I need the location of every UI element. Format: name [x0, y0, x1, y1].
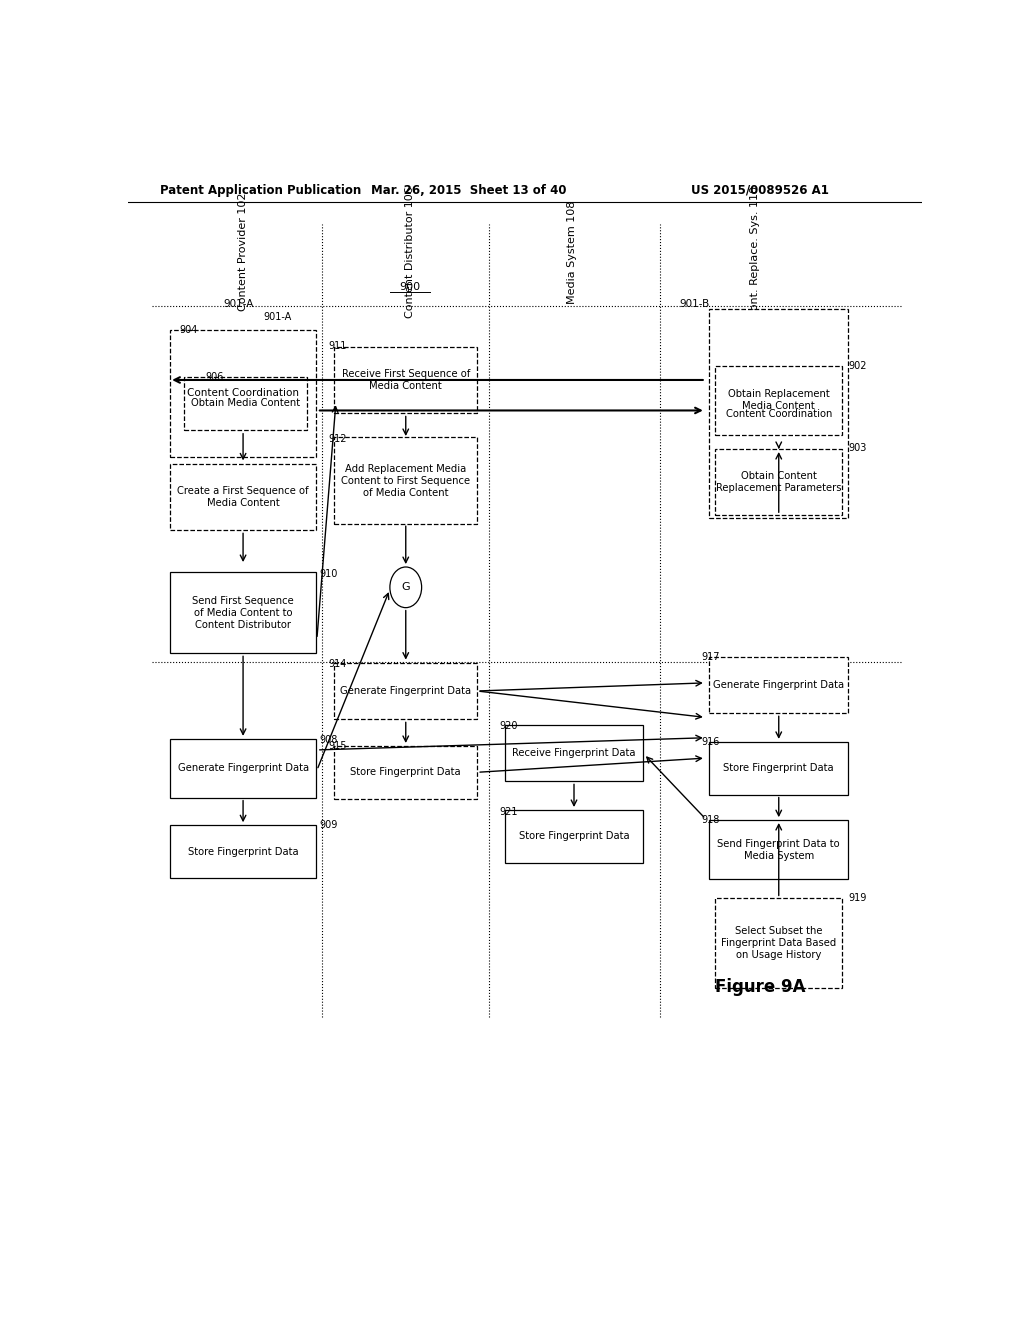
Circle shape: [390, 568, 422, 607]
Text: 903: 903: [849, 444, 867, 453]
Text: Send Fingerprint Data to
Media System: Send Fingerprint Data to Media System: [718, 838, 840, 861]
Text: Send First Sequence
of Media Content to
Content Distributor: Send First Sequence of Media Content to …: [193, 595, 294, 630]
Text: 911: 911: [329, 342, 347, 351]
Text: Store Fingerprint Data: Store Fingerprint Data: [350, 767, 461, 777]
Text: 918: 918: [701, 814, 719, 825]
Text: 909: 909: [319, 820, 338, 830]
Text: 910: 910: [319, 569, 338, 579]
Text: Media System 108: Media System 108: [567, 201, 578, 304]
Text: Content Provider 102: Content Provider 102: [238, 193, 248, 312]
Text: Add Replacement Media
Content to First Sequence
of Media Content: Add Replacement Media Content to First S…: [341, 463, 470, 498]
Text: Receive Fingerprint Data: Receive Fingerprint Data: [512, 748, 636, 758]
Text: 906: 906: [205, 372, 223, 381]
Text: Create a First Sequence of
Media Content: Create a First Sequence of Media Content: [177, 486, 309, 508]
Text: 901-A: 901-A: [223, 298, 254, 309]
Text: Obtain Replacement
Media Content: Obtain Replacement Media Content: [728, 389, 829, 412]
Text: Generate Fingerprint Data: Generate Fingerprint Data: [340, 686, 471, 696]
Text: Store Fingerprint Data: Store Fingerprint Data: [519, 832, 630, 841]
Text: 917: 917: [701, 652, 720, 663]
FancyBboxPatch shape: [505, 725, 643, 781]
Text: Receive First Sequence of
Media Content: Receive First Sequence of Media Content: [342, 370, 470, 391]
Text: Obtain Content
Replacement Parameters: Obtain Content Replacement Parameters: [716, 471, 842, 492]
Text: Content Coordination: Content Coordination: [187, 388, 299, 399]
FancyBboxPatch shape: [170, 739, 316, 797]
FancyBboxPatch shape: [710, 657, 848, 713]
Text: Mar. 26, 2015  Sheet 13 of 40: Mar. 26, 2015 Sheet 13 of 40: [372, 183, 567, 197]
Text: 901-A: 901-A: [263, 312, 291, 322]
Text: Patent Application Publication: Patent Application Publication: [160, 183, 361, 197]
Text: 902: 902: [849, 360, 867, 371]
FancyBboxPatch shape: [170, 463, 316, 529]
Text: G: G: [401, 582, 410, 593]
Text: 916: 916: [701, 737, 719, 747]
FancyBboxPatch shape: [710, 820, 848, 879]
Text: Store Fingerprint Data: Store Fingerprint Data: [187, 846, 298, 857]
Text: Select Subset the
Fingerprint Data Based
on Usage History: Select Subset the Fingerprint Data Based…: [721, 927, 837, 960]
FancyBboxPatch shape: [715, 366, 842, 434]
Text: 900: 900: [399, 282, 420, 293]
Text: 904: 904: [179, 325, 198, 335]
FancyBboxPatch shape: [170, 330, 316, 457]
Text: Generate Fingerprint Data: Generate Fingerprint Data: [713, 680, 845, 690]
Text: 921: 921: [500, 807, 518, 817]
Text: 901-B: 901-B: [680, 298, 710, 309]
Text: Generate Fingerprint Data: Generate Fingerprint Data: [177, 763, 308, 774]
FancyBboxPatch shape: [170, 572, 316, 653]
Text: 920: 920: [500, 721, 518, 730]
Text: Store Fingerprint Data: Store Fingerprint Data: [723, 763, 835, 774]
FancyBboxPatch shape: [710, 742, 848, 795]
FancyBboxPatch shape: [170, 825, 316, 878]
Text: Obtain Media Content: Obtain Media Content: [190, 399, 300, 408]
FancyBboxPatch shape: [334, 663, 477, 719]
Text: 915: 915: [329, 741, 347, 751]
FancyBboxPatch shape: [715, 449, 842, 515]
FancyBboxPatch shape: [334, 437, 477, 524]
Text: 914: 914: [329, 659, 347, 668]
Text: Cont. Replace. Sys. 110: Cont. Replace. Sys. 110: [750, 186, 760, 318]
FancyBboxPatch shape: [505, 810, 643, 863]
Text: US 2015/0089526 A1: US 2015/0089526 A1: [691, 183, 829, 197]
Text: Figure 9A: Figure 9A: [715, 978, 806, 995]
FancyBboxPatch shape: [184, 378, 307, 430]
Text: 919: 919: [849, 894, 867, 903]
FancyBboxPatch shape: [334, 347, 477, 413]
Text: Content Coordination: Content Coordination: [726, 408, 831, 418]
FancyBboxPatch shape: [334, 746, 477, 799]
Text: Content Distributor 106: Content Distributor 106: [404, 186, 415, 318]
Text: 912: 912: [329, 434, 347, 444]
FancyBboxPatch shape: [710, 309, 848, 517]
FancyBboxPatch shape: [715, 899, 842, 987]
Text: 908: 908: [319, 735, 338, 744]
